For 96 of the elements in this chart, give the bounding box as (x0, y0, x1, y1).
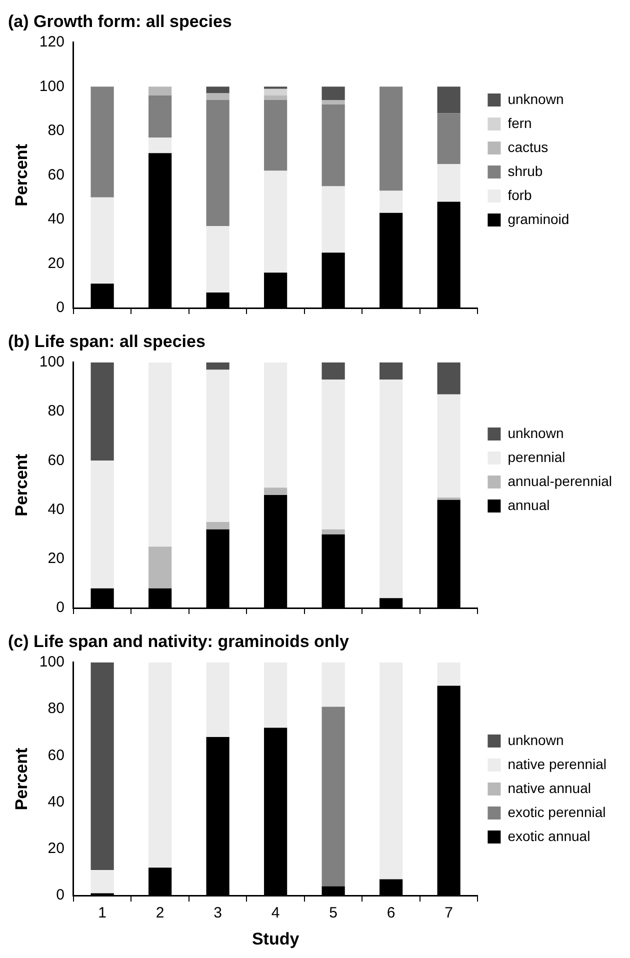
x-axis-title: Study (252, 929, 300, 948)
chart-title: (c) Life span and nativity: graminoids only (8, 632, 350, 651)
x-tick-label: 5 (329, 904, 338, 922)
legend-label: annual (508, 496, 550, 513)
y-axis-title: Percent (12, 747, 31, 810)
bar (437, 113, 460, 164)
bar (380, 662, 403, 880)
bar (322, 662, 345, 707)
bar (437, 497, 460, 500)
legend-label: perennial (508, 448, 566, 465)
legend-label: annual-perennial (508, 472, 612, 489)
bar (148, 546, 172, 588)
bar (90, 870, 114, 894)
bar (437, 164, 460, 202)
bar (322, 380, 345, 530)
bar (148, 138, 172, 154)
bar (90, 197, 114, 284)
y-axis-title: Percent (12, 454, 31, 516)
bar (322, 706, 345, 886)
bar (322, 104, 345, 186)
y-tick-label: 80 (48, 402, 64, 420)
bar (380, 380, 403, 598)
bar (206, 86, 230, 94)
bar (380, 362, 403, 380)
bar (206, 370, 230, 522)
bar (322, 86, 345, 100)
chart-title: (b) Life span: all species (8, 332, 206, 351)
bar (380, 86, 403, 191)
y-axis-title: Percent (12, 144, 31, 206)
y-tick-label: 100 (39, 654, 64, 671)
bar (148, 86, 172, 96)
y-tick-label: 100 (39, 354, 64, 371)
legend-label: native annual (508, 780, 591, 796)
legend-label: unknown (508, 732, 564, 748)
y-tick-label: 80 (48, 122, 64, 140)
y-tick-label: 100 (39, 78, 64, 95)
y-tick-label: 0 (56, 299, 64, 316)
y-tick-label: 0 (56, 599, 64, 616)
y-tick-label: 40 (48, 210, 64, 228)
bar (206, 226, 230, 293)
bar (148, 662, 172, 868)
y-tick-label: 20 (48, 254, 64, 272)
legend-label: fern (508, 114, 532, 131)
bar (206, 662, 230, 738)
bar (206, 93, 230, 100)
x-tick-label: 4 (271, 904, 280, 922)
x-tick-label: 6 (386, 904, 396, 922)
bar (264, 88, 288, 96)
bar (322, 100, 345, 104)
x-tick-label: 1 (98, 904, 106, 922)
bar (380, 190, 403, 213)
y-tick-label: 60 (48, 452, 64, 469)
legend-label: cactus (508, 138, 548, 155)
x-tick-label: 3 (214, 904, 222, 922)
x-tick-label: 7 (444, 904, 453, 922)
legend-label: shrub (508, 162, 543, 179)
y-tick-label: 20 (48, 550, 64, 568)
legend-label: native perennial (508, 756, 607, 772)
bar (264, 170, 288, 273)
y-tick-label: 80 (48, 700, 64, 718)
bar (90, 460, 114, 588)
bar (437, 662, 460, 686)
bar (90, 86, 114, 198)
bar (206, 100, 230, 226)
bar (264, 488, 288, 496)
bar (322, 529, 345, 534)
bar (148, 96, 172, 138)
bar (322, 186, 345, 253)
bar (264, 662, 288, 728)
legend-label: unknown (508, 90, 564, 107)
bar (90, 662, 114, 870)
bar (264, 362, 288, 488)
y-tick-label: 40 (48, 793, 64, 810)
bar (264, 100, 288, 171)
y-tick-label: 120 (39, 34, 64, 51)
y-tick-label: 60 (48, 746, 64, 764)
y-tick-label: 40 (48, 500, 64, 518)
bar (437, 86, 460, 114)
y-tick-label: 60 (48, 166, 64, 184)
legend-label: forb (508, 186, 532, 203)
bar (437, 394, 460, 498)
y-tick-label: 0 (56, 886, 64, 904)
bar (264, 96, 288, 100)
legend-label: exotic perennial (508, 804, 606, 820)
bar (437, 362, 460, 394)
bar (322, 362, 345, 380)
bar (206, 362, 230, 370)
bar (206, 522, 230, 530)
legend-label: graminoid (508, 210, 570, 227)
bar (90, 362, 114, 461)
legend-label: unknown (508, 424, 564, 441)
y-tick-label: 20 (48, 840, 64, 858)
x-tick-label: 2 (156, 904, 164, 922)
legend-label: exotic annual (508, 828, 590, 844)
chart-title: (a) Growth form: all species (8, 12, 232, 31)
bar (148, 362, 172, 547)
